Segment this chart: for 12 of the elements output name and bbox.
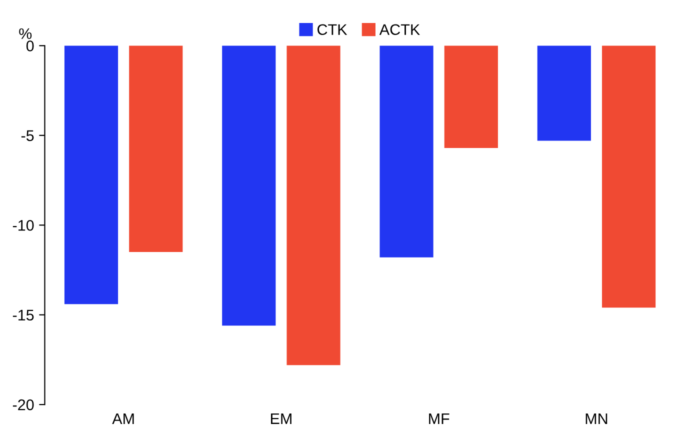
x-tick-label: EM (270, 413, 292, 424)
y-tick-label: 0 (26, 40, 34, 52)
x-tick-label: AM (112, 413, 134, 424)
y-tick-label: -20 (12, 399, 34, 410)
y-tick-label: -15 (12, 310, 34, 321)
x-tick-label: MF (429, 413, 450, 424)
y-tick-label: -5 (21, 130, 34, 142)
y-tick-label: -10 (12, 220, 34, 231)
y-axis-title: % (19, 28, 32, 40)
legend-label: ACTK (379, 24, 420, 36)
legend-label: CTK (318, 24, 348, 36)
x-tick-label: MN (586, 413, 608, 424)
